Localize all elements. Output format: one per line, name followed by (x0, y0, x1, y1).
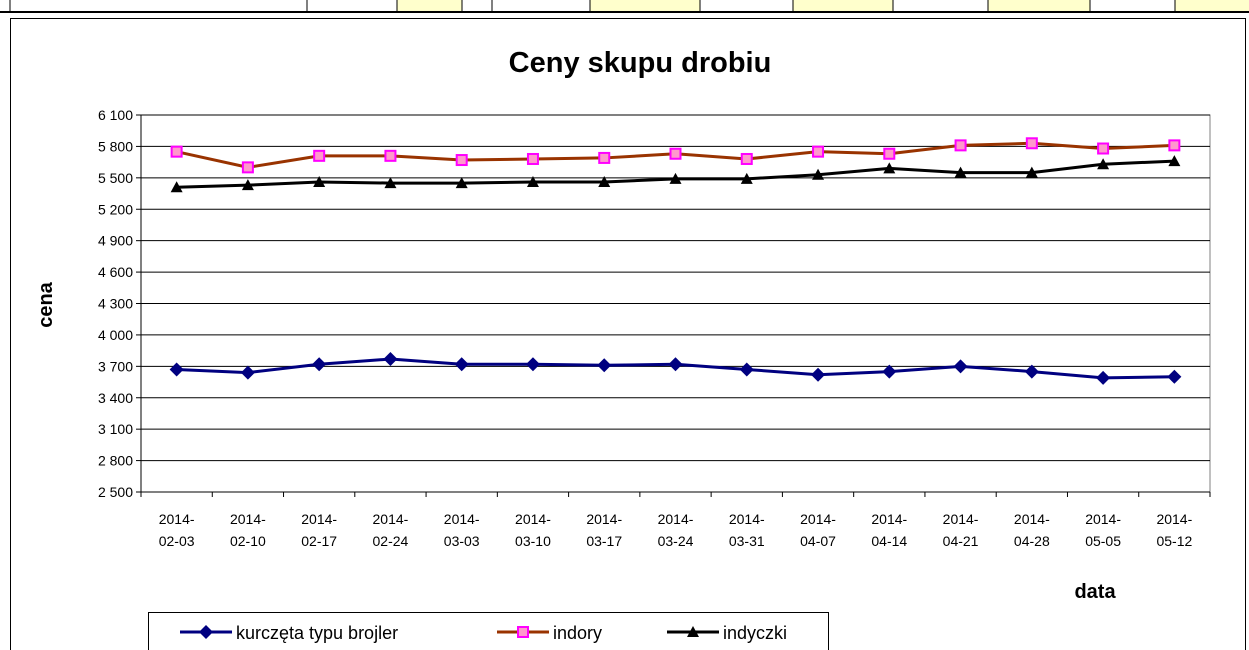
y-tick-label: 2 800 (98, 453, 133, 469)
marker (812, 145, 825, 158)
y-tick-label: 3 700 (98, 358, 133, 374)
marker (1024, 364, 1039, 379)
marker (526, 152, 539, 165)
chart-frame (10, 18, 1246, 650)
marker (455, 154, 468, 167)
marker (170, 145, 183, 158)
legend-marker (199, 625, 213, 639)
x-tick-label: 2014-03-17 (586, 511, 622, 549)
marker (953, 359, 968, 374)
marker (169, 362, 184, 377)
x-tick-label: 2014-04-28 (1014, 511, 1050, 549)
legend-label: kurczęta typu brojler (236, 623, 398, 643)
marker (240, 365, 255, 380)
y-tick-label: 4 000 (98, 327, 133, 343)
x-tick-label: 2014-04-07 (800, 511, 836, 549)
marker (241, 179, 254, 191)
marker (313, 149, 326, 162)
marker (384, 149, 397, 162)
marker (740, 152, 753, 165)
marker (669, 172, 682, 184)
y-tick-label: 4 900 (98, 233, 133, 249)
y-tick-label: 6 100 (98, 107, 133, 123)
y-tick-label: 2 500 (98, 484, 133, 500)
marker (739, 362, 754, 377)
marker (1167, 369, 1182, 384)
x-tick-label: 2014-05-12 (1156, 511, 1192, 549)
marker (597, 358, 612, 373)
marker (1097, 158, 1110, 170)
x-tick-label: 2014-03-24 (658, 511, 694, 549)
marker (1025, 166, 1038, 178)
x-tick-label: 2014-03-10 (515, 511, 551, 549)
marker (598, 176, 611, 188)
legend-marker (687, 626, 699, 637)
marker (812, 168, 825, 180)
marker (1096, 370, 1111, 385)
marker (954, 139, 967, 152)
marker (1097, 142, 1110, 155)
x-tick-label: 2014-02-17 (301, 511, 337, 549)
x-tick-label: 2014-03-03 (444, 511, 480, 549)
legend-marker (517, 626, 529, 638)
marker (455, 177, 468, 189)
x-axis-title: data (1074, 581, 1116, 603)
marker (668, 357, 683, 372)
legend-label: indyczki (723, 623, 787, 643)
y-tick-label: 5 500 (98, 170, 133, 186)
y-axis-title: cena (35, 281, 57, 327)
x-tick-label: 2014-02-10 (230, 511, 266, 549)
x-tick-label: 2014-02-03 (159, 511, 195, 549)
x-tick-label: 2014-05-05 (1085, 511, 1121, 549)
marker (312, 357, 327, 372)
marker (313, 176, 326, 188)
marker (882, 364, 897, 379)
x-tick-label: 2014-04-21 (943, 511, 979, 549)
marker (883, 162, 896, 174)
sheet-strip (0, 0, 1249, 13)
chart-title: Ceny skupu drobiu (509, 47, 772, 79)
marker (954, 166, 967, 178)
y-tick-label: 3 100 (98, 421, 133, 437)
legend-label: indory (553, 623, 602, 643)
marker (1168, 139, 1181, 152)
x-tick-label: 2014-03-31 (729, 511, 765, 549)
marker (669, 147, 682, 160)
y-tick-label: 3 400 (98, 390, 133, 406)
marker (1025, 137, 1038, 150)
y-tick-label: 4 600 (98, 264, 133, 280)
y-tick-label: 5 200 (98, 201, 133, 217)
x-tick-label: 2014-04-14 (871, 511, 907, 549)
marker (811, 367, 826, 382)
marker (454, 357, 469, 372)
marker (383, 352, 398, 367)
y-tick-label: 4 300 (98, 296, 133, 312)
marker (1168, 155, 1181, 167)
marker (170, 181, 183, 193)
marker (241, 161, 254, 174)
marker (526, 176, 539, 188)
marker (525, 357, 540, 372)
marker (384, 177, 397, 189)
marker (883, 147, 896, 160)
marker (598, 151, 611, 164)
marker (740, 172, 753, 184)
y-tick-label: 5 800 (98, 138, 133, 154)
x-tick-label: 2014-02-24 (373, 511, 409, 549)
